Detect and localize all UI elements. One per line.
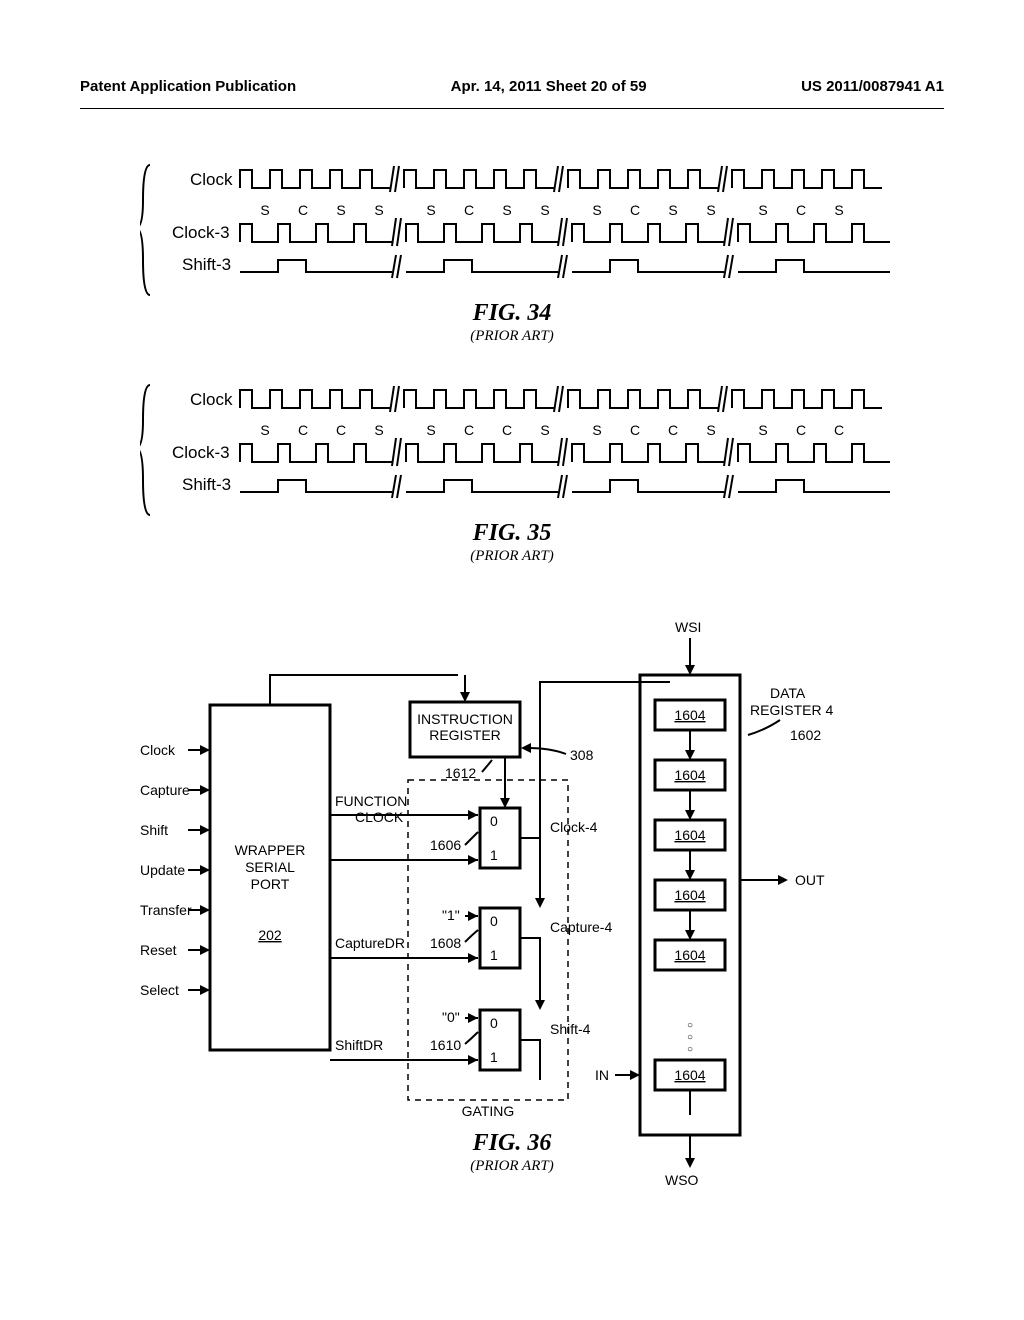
cell-ref: 1604 — [674, 767, 705, 783]
svg-text:S: S — [758, 202, 767, 218]
sig-shift3: Shift-3 — [182, 475, 231, 494]
svg-text:C: C — [298, 202, 308, 218]
wsp-in-reset: Reset — [140, 942, 177, 958]
fig36-sub: (PRIOR ART) — [470, 1158, 553, 1174]
svg-text:S: S — [374, 422, 383, 438]
sig-clock: Clock — [190, 170, 233, 189]
svg-text:S: S — [336, 202, 345, 218]
instr-reg-1: INSTRUCTION — [417, 711, 513, 727]
svg-text:1: 1 — [490, 947, 498, 963]
sig-shift3: Shift-3 — [182, 255, 231, 274]
wsp-in-select: Select — [140, 982, 179, 998]
svg-text:○: ○ — [687, 1044, 693, 1055]
wsp-in-update: Update — [140, 862, 185, 878]
svg-text:S: S — [426, 422, 435, 438]
cell-ref: 1604 — [674, 707, 705, 723]
svg-text:C: C — [630, 202, 640, 218]
svg-text:S: S — [426, 202, 435, 218]
wsp-in-capture: Capture — [140, 782, 190, 798]
svg-text:C: C — [298, 422, 308, 438]
sig-clock: Clock — [190, 390, 233, 409]
svg-text:S: S — [260, 202, 269, 218]
svg-text:S: S — [706, 202, 715, 218]
sig-clock3: Clock-3 — [172, 223, 230, 242]
svg-text:S: S — [502, 202, 511, 218]
svg-text:S: S — [540, 422, 549, 438]
svg-text:○: ○ — [687, 1032, 693, 1043]
out-label: OUT — [795, 872, 825, 888]
ref-1606: 1606 — [430, 837, 461, 853]
dr-label-2: REGISTER 4 — [750, 702, 833, 718]
fig35-sub: (PRIOR ART) — [470, 548, 553, 564]
capturedr-label: CaptureDR — [335, 935, 405, 951]
ptr-308: 308 — [570, 747, 594, 763]
svg-text:C: C — [796, 202, 806, 218]
dr-label-1: DATA — [770, 685, 806, 701]
wsp-in-transfer: Transfer — [140, 902, 192, 918]
clock4-label: Clock-4 — [550, 819, 598, 835]
svg-text:S: S — [668, 202, 677, 218]
capture4-label: Capture-4 — [550, 919, 612, 935]
ref-1610: 1610 — [430, 1037, 461, 1053]
page-header: Patent Application Publication Apr. 14, … — [80, 78, 944, 109]
svg-text:S: S — [706, 422, 715, 438]
svg-text:0: 0 — [490, 1015, 498, 1031]
svg-text:0: 0 — [490, 813, 498, 829]
sig-clock3: Clock-3 — [172, 443, 230, 462]
in-label: IN — [595, 1067, 609, 1083]
wsp-label-3: PORT — [251, 876, 290, 892]
svg-text:C: C — [796, 422, 806, 438]
svg-text:C: C — [630, 422, 640, 438]
svg-text:S: S — [592, 202, 601, 218]
svg-text:S: S — [834, 202, 843, 218]
instr-reg-2: REGISTER — [429, 727, 501, 743]
wsi-label: WSI — [675, 620, 701, 635]
cell-ref: 1604 — [674, 887, 705, 903]
svg-text:S: S — [540, 202, 549, 218]
fig36-caption: FIG. 36 — [0, 1130, 1024, 1157]
fig34-sub: (PRIOR ART) — [470, 328, 553, 344]
header-center: Apr. 14, 2011 Sheet 20 of 59 — [451, 78, 647, 108]
fig34-caption: FIG. 34 — [0, 300, 1024, 327]
svg-text:1604: 1604 — [674, 1067, 705, 1083]
header-right: US 2011/0087941 A1 — [801, 78, 944, 108]
gating-label: GATING — [462, 1103, 515, 1119]
fig-36: WRAPPER SERIAL PORT 202 Clock Capture Sh… — [110, 620, 970, 1200]
shiftdr-label: ShiftDR — [335, 1037, 383, 1053]
instr-reg-ref: 1612 — [445, 765, 476, 781]
svg-text:C: C — [464, 422, 474, 438]
svg-text:S: S — [758, 422, 767, 438]
cell-ref: 1604 — [674, 827, 705, 843]
svg-text:1: 1 — [490, 1049, 498, 1065]
svg-text:S: S — [260, 422, 269, 438]
const-one: "1" — [442, 907, 460, 923]
wsp-in-clock: Clock — [140, 742, 176, 758]
const-zero: "0" — [442, 1009, 460, 1025]
svg-text:S: S — [374, 202, 383, 218]
func-clock-2: CLOCK — [355, 809, 404, 825]
wsp-in-shift: Shift — [140, 822, 168, 838]
svg-text:S: S — [592, 422, 601, 438]
ref-1602: 1602 — [790, 727, 821, 743]
svg-text:1: 1 — [490, 847, 498, 863]
header-left: Patent Application Publication — [80, 78, 296, 108]
svg-text:C: C — [464, 202, 474, 218]
svg-text:C: C — [834, 422, 844, 438]
svg-text:○: ○ — [687, 1020, 693, 1031]
cell-ref: 1604 — [674, 947, 705, 963]
wsp-label-2: SERIAL — [245, 859, 295, 875]
wsp-label-1: WRAPPER — [235, 842, 306, 858]
svg-text:C: C — [668, 422, 678, 438]
shift4-label: Shift-4 — [550, 1021, 591, 1037]
ref-1608: 1608 — [430, 935, 461, 951]
fig35-caption: FIG. 35 — [0, 520, 1024, 547]
svg-text:C: C — [336, 422, 346, 438]
svg-text:0: 0 — [490, 913, 498, 929]
func-clock-1: FUNCTION — [335, 793, 407, 809]
wsp-ref: 202 — [258, 927, 282, 943]
svg-text:C: C — [502, 422, 512, 438]
